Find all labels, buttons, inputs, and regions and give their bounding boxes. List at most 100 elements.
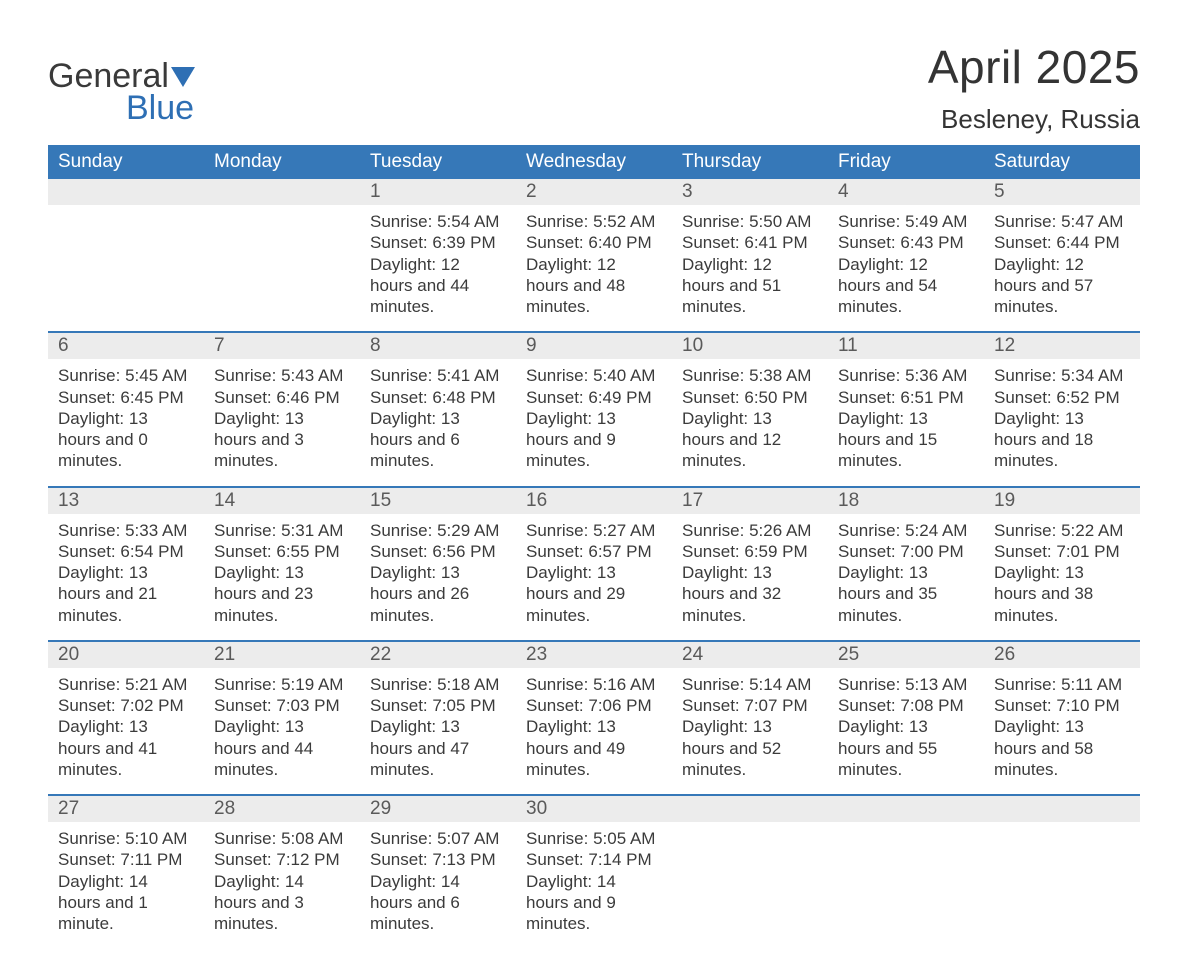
day-body: Sunrise: 5:47 AMSunset: 6:44 PMDaylight:… bbox=[984, 205, 1140, 317]
daylight-text: Daylight: 13 hours and 9 minutes. bbox=[526, 408, 662, 472]
day-cell: 30 Sunrise: 5:05 AMSunset: 7:14 PMDayligh… bbox=[516, 796, 672, 948]
day-cell: 3Sunrise: 5:50 AMSunset: 6:41 PMDaylight… bbox=[672, 179, 828, 331]
sunset-text: Sunset: 7:02 PM bbox=[58, 695, 194, 716]
day-body: Sunrise: 5:27 AMSunset: 6:57 PMDaylight:… bbox=[516, 514, 672, 626]
sunrise-text: Sunrise: 5:19 AM bbox=[214, 674, 350, 695]
day-body: Sunrise: 5:21 AMSunset: 7:02 PMDaylight:… bbox=[48, 668, 204, 780]
day-body: Sunrise: 5:40 AMSunset: 6:49 PMDaylight:… bbox=[516, 359, 672, 471]
sunrise-text: Sunrise: 5:11 AM bbox=[994, 674, 1130, 695]
day-number: 16 bbox=[516, 488, 672, 514]
header-cell-monday: Monday bbox=[204, 145, 360, 179]
sunset-text: Sunset: 7:10 PM bbox=[994, 695, 1130, 716]
day-number: 9 bbox=[516, 333, 672, 359]
day-body: Sunrise: 5:38 AMSunset: 6:50 PMDaylight:… bbox=[672, 359, 828, 471]
logo-line-1: General bbox=[48, 60, 195, 92]
sunset-text: Sunset: 7:08 PM bbox=[838, 695, 974, 716]
daylight-text: Daylight: 12 hours and 44 minutes. bbox=[370, 254, 506, 318]
daylight-text: Daylight: 13 hours and 15 minutes. bbox=[838, 408, 974, 472]
sunrise-text: Sunrise: 5:08 AM bbox=[214, 828, 350, 849]
day-body: Sunrise: 5:54 AMSunset: 6:39 PMDaylight:… bbox=[360, 205, 516, 317]
day-cell: . bbox=[48, 179, 204, 331]
sunrise-text: Sunrise: 5:21 AM bbox=[58, 674, 194, 695]
sunset-text: Sunset: 7:13 PM bbox=[370, 849, 506, 870]
day-number: 27 bbox=[48, 796, 204, 822]
day-cell: 11Sunrise: 5:36 AMSunset: 6:51 PMDayligh… bbox=[828, 333, 984, 485]
sunset-text: Sunset: 7:00 PM bbox=[838, 541, 974, 562]
daylight-text: Daylight: 13 hours and 44 minutes. bbox=[214, 716, 350, 780]
day-number: . bbox=[828, 796, 984, 822]
sunset-text: Sunset: 7:03 PM bbox=[214, 695, 350, 716]
day-number: 15 bbox=[360, 488, 516, 514]
day-body: Sunrise: 5:43 AMSunset: 6:46 PMDaylight:… bbox=[204, 359, 360, 471]
calendar-weeks: ..1Sunrise: 5:54 AMSunset: 6:39 PMDaylig… bbox=[48, 179, 1140, 948]
sunrise-text: Sunrise: 5:47 AM bbox=[994, 211, 1130, 232]
daylight-text: Daylight: 13 hours and 55 minutes. bbox=[838, 716, 974, 780]
day-cell: 29 Sunrise: 5:07 AMSunset: 7:13 PMDayligh… bbox=[360, 796, 516, 948]
day-number: . bbox=[984, 796, 1140, 822]
day-cell: 25Sunrise: 5:13 AMSunset: 7:08 PMDayligh… bbox=[828, 642, 984, 794]
day-number: 4 bbox=[828, 179, 984, 205]
daylight-text: Daylight: 12 hours and 57 minutes. bbox=[994, 254, 1130, 318]
day-number: 10 bbox=[672, 333, 828, 359]
sunset-text: Sunset: 7:06 PM bbox=[526, 695, 662, 716]
day-number: . bbox=[204, 179, 360, 205]
day-body: Sunrise: 5:14 AMSunset: 7:07 PMDaylight:… bbox=[672, 668, 828, 780]
sunset-text: Sunset: 6:54 PM bbox=[58, 541, 194, 562]
day-number: 6 bbox=[48, 333, 204, 359]
day-number: 14 bbox=[204, 488, 360, 514]
daylight-text: Daylight: 13 hours and 18 minutes. bbox=[994, 408, 1130, 472]
calendar-header-row: SundayMondayTuesdayWednesdayThursdayFrid… bbox=[48, 145, 1140, 179]
day-cell: 9Sunrise: 5:40 AMSunset: 6:49 PMDaylight… bbox=[516, 333, 672, 485]
day-number: 26 bbox=[984, 642, 1140, 668]
day-body: Sunrise: 5:31 AMSunset: 6:55 PMDaylight:… bbox=[204, 514, 360, 626]
sunrise-text: Sunrise: 5:16 AM bbox=[526, 674, 662, 695]
day-body: Sunrise: 5:36 AMSunset: 6:51 PMDaylight:… bbox=[828, 359, 984, 471]
day-number: 17 bbox=[672, 488, 828, 514]
daylight-text: Daylight: 14 hours and 9 minutes. bbox=[526, 871, 662, 935]
day-number: . bbox=[672, 796, 828, 822]
sunrise-text: Sunrise: 5:07 AM bbox=[370, 828, 506, 849]
header-cell-friday: Friday bbox=[828, 145, 984, 179]
day-number: 29 bbox=[360, 796, 516, 822]
daylight-text: Daylight: 14 hours and 6 minutes. bbox=[370, 871, 506, 935]
daylight-text: Daylight: 13 hours and 6 minutes. bbox=[370, 408, 506, 472]
sunset-text: Sunset: 6:44 PM bbox=[994, 232, 1130, 253]
sunrise-text: Sunrise: 5:05 AM bbox=[526, 828, 662, 849]
day-number: 12 bbox=[984, 333, 1140, 359]
header-cell-sunday: Sunday bbox=[48, 145, 204, 179]
daylight-text: Daylight: 13 hours and 0 minutes. bbox=[58, 408, 194, 472]
daylight-text: Daylight: 14 hours and 3 minutes. bbox=[214, 871, 350, 935]
day-number: 30 bbox=[516, 796, 672, 822]
sunset-text: Sunset: 7:01 PM bbox=[994, 541, 1130, 562]
day-cell: 4Sunrise: 5:49 AMSunset: 6:43 PMDaylight… bbox=[828, 179, 984, 331]
day-cell: 17Sunrise: 5:26 AMSunset: 6:59 PMDayligh… bbox=[672, 488, 828, 640]
daylight-text: Daylight: 13 hours and 52 minutes. bbox=[682, 716, 818, 780]
day-cell: 26Sunrise: 5:11 AMSunset: 7:10 PMDayligh… bbox=[984, 642, 1140, 794]
sunrise-text: Sunrise: 5:22 AM bbox=[994, 520, 1130, 541]
day-cell: . bbox=[204, 179, 360, 331]
day-cell: . bbox=[984, 796, 1140, 948]
daylight-text: Daylight: 12 hours and 54 minutes. bbox=[838, 254, 974, 318]
day-body: Sunrise: 5:33 AMSunset: 6:54 PMDaylight:… bbox=[48, 514, 204, 626]
day-number: 24 bbox=[672, 642, 828, 668]
sunrise-text: Sunrise: 5:10 AM bbox=[58, 828, 194, 849]
sunset-text: Sunset: 6:50 PM bbox=[682, 387, 818, 408]
sunset-text: Sunset: 6:51 PM bbox=[838, 387, 974, 408]
day-cell: 28Sunrise: 5:08 AMSunset: 7:12 PMDayligh… bbox=[204, 796, 360, 948]
day-number: 7 bbox=[204, 333, 360, 359]
sunrise-text: Sunrise: 5:52 AM bbox=[526, 211, 662, 232]
day-cell: 16Sunrise: 5:27 AMSunset: 6:57 PMDayligh… bbox=[516, 488, 672, 640]
sunrise-text: Sunrise: 5:18 AM bbox=[370, 674, 506, 695]
sunset-text: Sunset: 6:43 PM bbox=[838, 232, 974, 253]
day-cell: 1Sunrise: 5:54 AMSunset: 6:39 PMDaylight… bbox=[360, 179, 516, 331]
header-cell-wednesday: Wednesday bbox=[516, 145, 672, 179]
sunset-text: Sunset: 7:14 PM bbox=[526, 849, 662, 870]
week-row: 13Sunrise: 5:33 AMSunset: 6:54 PMDayligh… bbox=[48, 486, 1140, 640]
header-cell-thursday: Thursday bbox=[672, 145, 828, 179]
daylight-text: Daylight: 13 hours and 41 minutes. bbox=[58, 716, 194, 780]
day-cell: 24Sunrise: 5:14 AMSunset: 7:07 PMDayligh… bbox=[672, 642, 828, 794]
day-cell: 20Sunrise: 5:21 AMSunset: 7:02 PMDayligh… bbox=[48, 642, 204, 794]
day-cell: 27Sunrise: 5:10 AMSunset: 7:11 PMDayligh… bbox=[48, 796, 204, 948]
day-cell: 15Sunrise: 5:29 AMSunset: 6:56 PMDayligh… bbox=[360, 488, 516, 640]
top-bar: General Blue April 2025 Besleney, Russia bbox=[48, 40, 1140, 135]
